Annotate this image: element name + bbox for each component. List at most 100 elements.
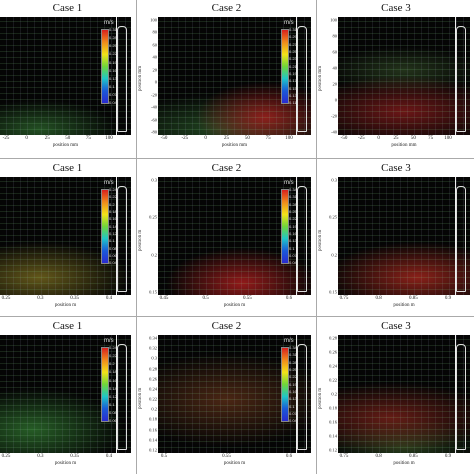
x-tick-label: 0 <box>25 136 28 141</box>
colorbar-tick-label: 0.06 <box>109 418 117 424</box>
x-tick-label: 0.25 <box>1 296 11 301</box>
vector-arrows <box>338 17 470 135</box>
colorbar-tick-label: 0.25 <box>289 208 297 214</box>
x-tick-label: 0.6 <box>285 454 293 459</box>
colorbar-tick-label: 0.16 <box>109 67 117 73</box>
y-tick-label: 0.16 <box>149 427 157 433</box>
colorbar-unit: m/s <box>104 180 114 186</box>
colorbar-tick-label: 0.31 <box>109 27 117 32</box>
x-tick-label: 0.35 <box>70 296 80 301</box>
y-tick-label: 0 <box>334 97 337 103</box>
wall-line <box>296 17 297 135</box>
vector-arrows <box>338 335 470 453</box>
colorbar-tick-label: 0.14 <box>109 223 117 229</box>
human-outline <box>117 26 127 133</box>
velocity-field <box>0 335 131 453</box>
x-tick-label: 0.25 <box>1 454 11 459</box>
y-axis-label: position m <box>138 387 143 409</box>
x-tick-label: 0.6 <box>285 296 293 301</box>
vector-field: m/s 0.24 0.22 0.2 0.18 0.16 0.14 0.12 0.1 0.08 0.0… <box>0 335 131 453</box>
panel: Case 3 0.75 0.8 0.85 0.9 position m 0.3 0.25 0.2… <box>318 160 474 315</box>
colorbar-tick-label: 0.34 <box>289 187 297 192</box>
colorbar-tick-label: 0.06 <box>109 252 117 258</box>
human-outline <box>456 186 466 293</box>
y-tick-label: 80 <box>332 33 338 39</box>
x-tick-label: 0.8 <box>375 296 382 301</box>
x-tick-label: 0.3 <box>37 454 44 459</box>
x-axis-label: position m <box>54 461 77 466</box>
panel: Case 3 0.75 0.8 0.85 0.9 position m 0.28 0.26 0.… <box>318 318 474 473</box>
y-tick-label: 0.22 <box>149 396 157 402</box>
wall-line <box>296 335 297 453</box>
colorbar-tick-label: 0.04 <box>109 100 117 106</box>
y-tick-label: 0.26 <box>329 349 337 355</box>
x-axis-label: position mm <box>52 143 79 148</box>
x-tick-label: 0.85 <box>408 296 418 301</box>
panel-title: Case 3 <box>381 162 411 174</box>
colorbar-tick-label: 0.1 <box>289 403 295 409</box>
human-outline <box>297 344 307 451</box>
y-tick-label: 100 <box>330 17 337 23</box>
colorbar-tick-label: 0.16 <box>109 377 117 383</box>
wall-line <box>296 177 297 295</box>
colorbar <box>281 29 289 105</box>
x-tick-label: 0.4 <box>105 296 113 301</box>
x-axis-label: position mm <box>391 143 417 148</box>
x-tick-label: 0.9 <box>444 296 452 301</box>
colorbar <box>101 29 109 105</box>
colorbar-tick-label: 0.28 <box>109 35 117 41</box>
y-tick-label: 0 <box>154 79 157 85</box>
panel-title: Case 2 <box>211 320 242 332</box>
colorbar <box>281 347 289 423</box>
panel-title: Case 3 <box>381 320 411 332</box>
x-tick-label: 100 <box>285 136 293 141</box>
x-tick-label: -25 <box>2 136 10 141</box>
colorbar <box>281 189 289 265</box>
y-tick-label: 0.3 <box>151 177 157 183</box>
y-axis-label: position mm <box>318 65 323 91</box>
colorbar-tick-label: 0.31 <box>289 27 297 32</box>
colorbar-tick-label: 0.31 <box>289 194 297 200</box>
y-tick-label: 0.15 <box>149 289 157 295</box>
x-tick-label: 0.55 <box>222 454 231 459</box>
y-tick-label: 0.12 <box>149 447 157 453</box>
panel-title: Case 1 <box>52 320 83 332</box>
colorbar-tick-label: 0.04 <box>289 260 297 266</box>
colorbar-tick-label: 0.13 <box>289 92 297 98</box>
vector-arrows <box>0 177 131 295</box>
panel: Case 1 m/s 0.31 0.28 0.25 0.22 0.19 0.16 0.13 0.1… <box>0 0 135 155</box>
y-tick-label: 40 <box>332 65 338 71</box>
panel: Case 1 m/s 0.24 0.22 0.2 0.18 0.16 0.14 0.12 0.1 0… <box>0 318 135 473</box>
y-tick-label: 0.16 <box>329 419 337 425</box>
colorbar-tick-label: 0.19 <box>289 70 297 76</box>
colorbar-tick-label: 0.12 <box>109 393 117 399</box>
human-outline <box>297 26 307 133</box>
velocity-field <box>0 177 131 295</box>
x-tick-label: 75 <box>428 136 434 141</box>
y-tick-label: 0.3 <box>331 177 337 183</box>
y-axis-label: position m <box>318 229 323 251</box>
colorbar-unit: m/s <box>284 20 294 26</box>
x-tick-label: 100 <box>444 136 452 141</box>
y-tick-label: -40 <box>151 104 157 110</box>
wall-line <box>116 17 117 135</box>
x-axis-label: position m <box>393 303 415 308</box>
wall-line <box>455 335 456 453</box>
colorbar-tick-label: 0.1 <box>109 83 115 89</box>
y-tick-label: 0.25 <box>329 214 337 220</box>
y-tick-label: 20 <box>152 67 158 73</box>
vector-field: m/s 0.31 0.29 0.27 0.25 0.23 0.21 0.19 0.17 0.15 0… <box>158 17 311 135</box>
colorbar-tick-label: 0.25 <box>289 366 297 372</box>
vector-arrows <box>0 17 131 135</box>
human-outline <box>117 344 127 451</box>
colorbar-tick-label: 0.16 <box>289 230 297 236</box>
y-tick-label: 0.14 <box>149 437 157 443</box>
y-tick-label: -40 <box>331 129 337 135</box>
colorbar-tick-label: 0.19 <box>109 59 117 65</box>
panel: Case 2 m/s 0.34 0.31 0.28 0.25 0.22 0.19 0.16 0.1… <box>138 318 315 473</box>
y-tick-label: 0.28 <box>329 335 337 341</box>
colorbar-tick-label: 0.13 <box>289 238 297 244</box>
y-tick-label: 0.24 <box>149 386 157 392</box>
x-tick-label: 0.4 <box>105 454 113 459</box>
velocity-field <box>338 17 470 135</box>
